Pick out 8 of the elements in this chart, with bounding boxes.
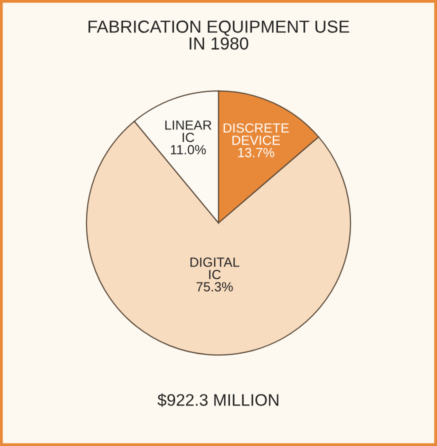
slice-label: LINEAR IC [165,120,212,142]
slice-label: DISCRETE DEVICE [224,123,289,145]
data-label: 11.0% [170,145,206,154]
slice-label: DIGITAL IC [190,258,240,280]
data-label: 13.7% [238,148,274,158]
text: $922.3 MILLION [158,393,278,407]
chart-title: FABRICATION EQUIPMENT USE IN 1980 [88,20,350,50]
data-label: 75.3% [196,282,233,292]
